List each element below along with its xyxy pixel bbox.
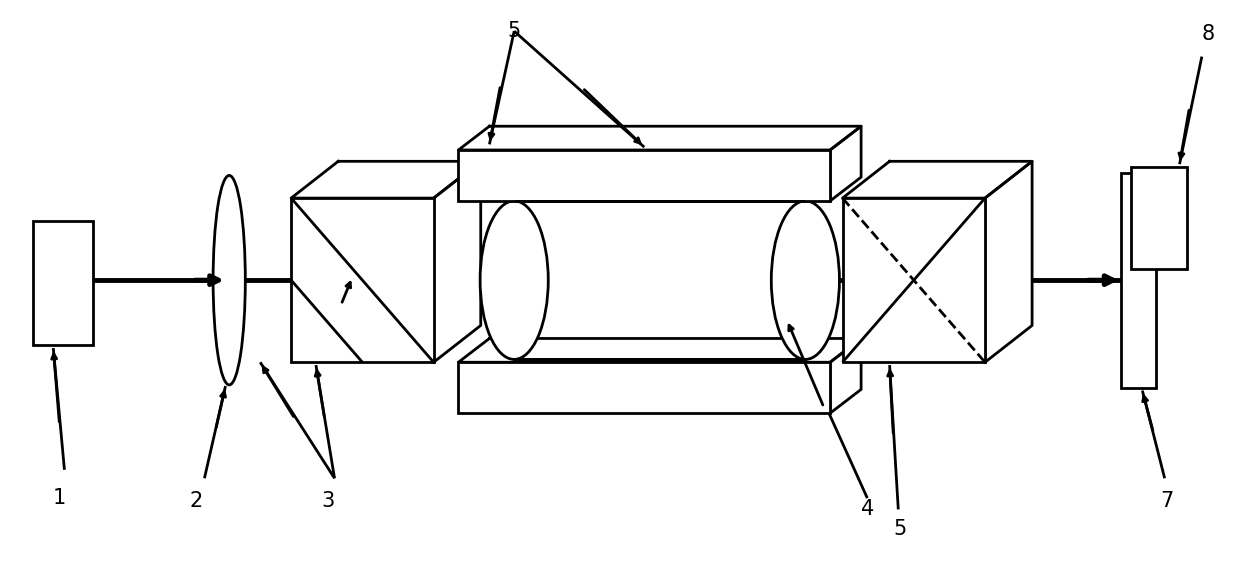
Text: 5: 5 <box>893 519 906 539</box>
Text: 4: 4 <box>861 499 873 520</box>
Bar <box>33 221 93 345</box>
Text: 8: 8 <box>1202 24 1214 44</box>
Text: 5: 5 <box>508 21 520 41</box>
Ellipse shape <box>771 201 839 359</box>
Ellipse shape <box>479 201 548 359</box>
Polygon shape <box>843 161 1032 198</box>
Text: 1: 1 <box>53 488 66 508</box>
Bar <box>1121 173 1156 388</box>
Polygon shape <box>291 161 481 198</box>
Bar <box>458 362 830 413</box>
Polygon shape <box>830 126 861 201</box>
Text: 3: 3 <box>322 491 335 511</box>
Polygon shape <box>830 338 861 413</box>
Bar <box>514 201 805 359</box>
Bar <box>458 150 830 201</box>
Text: 2: 2 <box>190 491 202 511</box>
Bar <box>291 198 434 362</box>
Bar <box>843 198 985 362</box>
Polygon shape <box>985 161 1032 362</box>
Polygon shape <box>434 161 481 362</box>
Ellipse shape <box>213 175 245 385</box>
Bar <box>1131 167 1187 269</box>
Polygon shape <box>458 126 861 150</box>
Text: 7: 7 <box>1161 491 1173 511</box>
Polygon shape <box>458 338 861 362</box>
